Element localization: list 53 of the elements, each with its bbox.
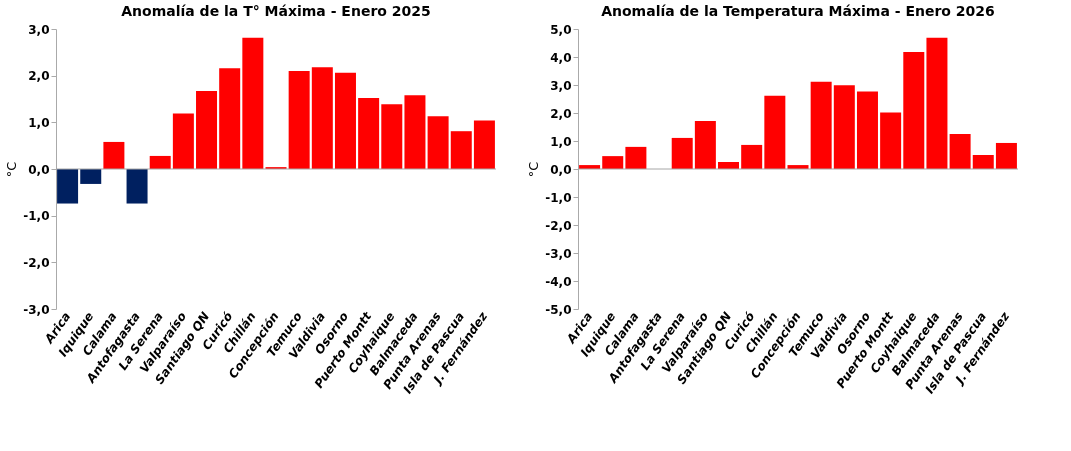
bar: [625, 146, 647, 169]
y-tick-label: 3,0: [550, 78, 572, 93]
y-tick-label: 3,0: [28, 22, 50, 37]
bar: [473, 120, 495, 169]
y-axis-title: °C: [4, 161, 20, 178]
y-tick-label: -4,0: [545, 274, 572, 289]
y-tick-label: 2,0: [28, 69, 50, 84]
bar: [219, 68, 241, 169]
bar: [880, 112, 902, 169]
bar: [126, 169, 148, 204]
bar: [450, 131, 472, 169]
bar: [856, 91, 878, 169]
bar: [242, 37, 264, 169]
y-tick-label: 0,0: [28, 162, 50, 177]
bar: [926, 37, 948, 169]
y-tick-label: -2,0: [545, 218, 572, 233]
y-tick-label: -3,0: [545, 246, 572, 261]
bar: [694, 121, 716, 169]
chart-title: Anomalía de la T° Máxima - Enero 2025: [121, 3, 431, 19]
bar: [427, 116, 449, 169]
bar: [288, 71, 310, 169]
y-tick-label: -1,0: [545, 190, 572, 205]
bar: [196, 91, 218, 169]
bar: [358, 98, 380, 169]
bar: [311, 67, 333, 169]
bar: [810, 81, 832, 169]
bar: [671, 137, 693, 169]
chart-title: Anomalía de la Temperatura Máxima - Enero 2026: [601, 3, 995, 19]
bar: [741, 144, 763, 169]
bar: [404, 95, 426, 169]
y-tick-label: -1,0: [23, 209, 50, 224]
y-tick-label: 2,0: [550, 106, 572, 121]
bar: [972, 155, 994, 169]
bar: [149, 155, 171, 169]
bar: [381, 104, 403, 169]
bar: [57, 169, 79, 204]
y-tick-label: -2,0: [23, 255, 50, 270]
bar: [334, 72, 356, 169]
bar: [833, 85, 855, 169]
bar: [103, 141, 125, 169]
bar: [602, 156, 624, 169]
y-tick-label: 1,0: [28, 115, 50, 130]
bar: [949, 134, 971, 169]
y-tick-label: 1,0: [550, 134, 572, 149]
bar: [80, 169, 102, 184]
y-tick-label: 4,0: [550, 50, 572, 65]
y-axis-title: °C: [526, 161, 542, 178]
bar: [995, 142, 1017, 169]
bar: [903, 51, 925, 169]
y-tick-label: 5,0: [550, 22, 572, 37]
y-tick-label: 0,0: [550, 162, 572, 177]
bar: [172, 113, 194, 169]
bar: [764, 95, 786, 169]
